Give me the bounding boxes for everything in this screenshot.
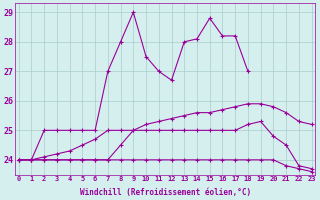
X-axis label: Windchill (Refroidissement éolien,°C): Windchill (Refroidissement éolien,°C) — [80, 188, 251, 197]
